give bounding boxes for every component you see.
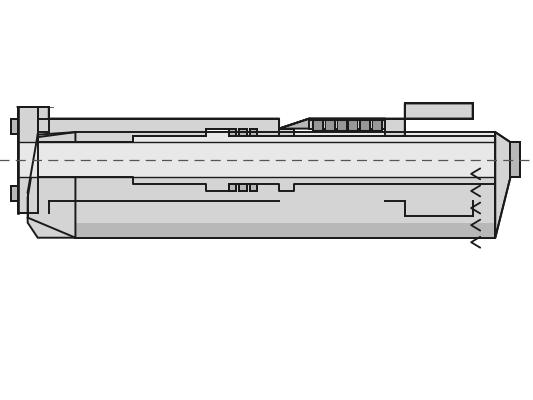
Polygon shape	[279, 118, 385, 128]
Polygon shape	[337, 120, 345, 130]
Polygon shape	[313, 120, 322, 130]
Polygon shape	[250, 184, 257, 191]
Polygon shape	[76, 132, 495, 160]
Polygon shape	[309, 118, 385, 128]
Polygon shape	[18, 107, 38, 212]
Polygon shape	[76, 132, 495, 238]
Polygon shape	[239, 128, 247, 136]
Polygon shape	[18, 142, 495, 177]
Polygon shape	[325, 120, 334, 130]
Polygon shape	[76, 223, 495, 238]
Polygon shape	[11, 186, 18, 201]
Polygon shape	[229, 184, 236, 191]
Polygon shape	[28, 132, 76, 238]
Polygon shape	[38, 118, 49, 132]
Polygon shape	[511, 142, 520, 177]
Polygon shape	[349, 120, 357, 130]
Polygon shape	[38, 107, 294, 142]
Polygon shape	[385, 118, 405, 136]
Polygon shape	[372, 120, 381, 130]
Polygon shape	[229, 128, 236, 136]
Polygon shape	[250, 128, 257, 136]
Polygon shape	[495, 132, 511, 238]
Polygon shape	[360, 120, 369, 130]
Polygon shape	[11, 118, 18, 134]
Polygon shape	[385, 104, 473, 118]
Polygon shape	[239, 184, 247, 191]
